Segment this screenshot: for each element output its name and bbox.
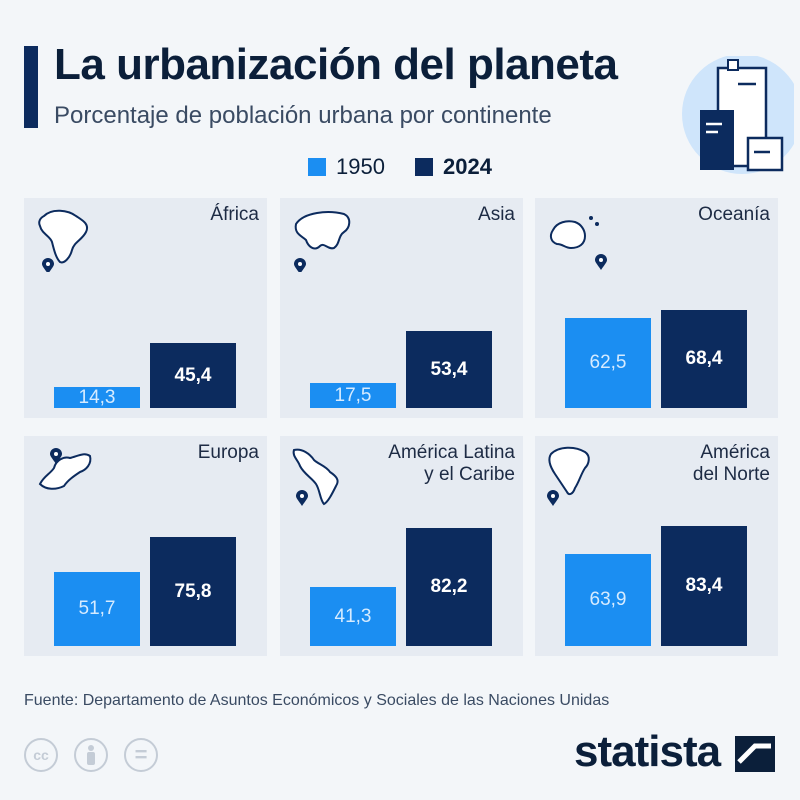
bar-2024: 83,4: [661, 526, 747, 646]
panel-label: Asia: [478, 204, 515, 225]
chart-panel: África 14,3 45,4: [24, 198, 267, 418]
data-label-1950: 14,3: [78, 386, 116, 408]
chart-panel: América Latina y el Caribe 41,3 82,2: [280, 436, 523, 656]
data-label-2024: 75,8: [174, 580, 212, 602]
europe-map-icon: [38, 448, 92, 490]
bar-1950: 63,9: [565, 554, 651, 646]
bar-2024: 82,2: [406, 528, 492, 646]
page-title: La urbanización del planeta: [54, 40, 618, 89]
panel-label: Oceanía: [698, 204, 770, 225]
data-label-1950: 51,7: [78, 598, 116, 619]
bar-1950: 41,3: [310, 587, 396, 646]
data-label-2024: 68,4: [685, 348, 723, 369]
attribution-icon[interactable]: [74, 738, 108, 772]
data-label-2024: 45,4: [174, 364, 212, 386]
bar-2024: 53,4: [406, 331, 492, 408]
creative-commons-icon[interactable]: cc: [24, 738, 58, 772]
data-label-2024: 83,4: [685, 575, 723, 596]
north-america-map-icon: [547, 446, 590, 506]
chart-legend: 1950 2024: [0, 154, 800, 180]
title-accent-bar: [24, 46, 38, 128]
statista-logo-mark: [735, 736, 775, 772]
bar-2024: 45,4: [150, 343, 236, 408]
africa-map-icon: [38, 209, 88, 272]
legend-swatch-1950: [308, 158, 327, 176]
data-label-2024: 53,4: [430, 358, 468, 380]
chart-panel: Asia 17,5 53,4: [280, 198, 523, 418]
data-label-1950: 41,3: [334, 605, 372, 627]
legend-label-1950: 1950: [336, 154, 385, 179]
chart-panel: América del Norte 63,9 83,4: [535, 436, 778, 656]
legend-item-2024: 2024: [415, 154, 492, 180]
data-label-1950: 62,5: [589, 352, 627, 373]
oceania-map-icon: [549, 216, 607, 270]
chart-panel: Europa 51,7 75,8: [24, 436, 267, 656]
bar-2024: 75,8: [150, 537, 236, 646]
statista-logo[interactable]: statista: [574, 727, 721, 776]
buildings-icon: [682, 56, 794, 174]
latin-america-map-icon: [292, 448, 339, 506]
bar-1950: 14,3: [54, 387, 140, 408]
data-label-2024: 82,2: [430, 576, 468, 597]
data-label-1950: 17,5: [334, 384, 372, 406]
bar-1950: 17,5: [310, 383, 396, 408]
chart-panel: Oceanía 62,5 68,4: [535, 198, 778, 418]
panel-label: África: [210, 204, 259, 225]
bar-1950: 51,7: [54, 572, 140, 646]
bar-1950: 62,5: [565, 318, 651, 408]
page-subtitle: Porcentaje de población urbana por conti…: [54, 102, 552, 129]
source-note: Fuente: Departamento de Asuntos Económic…: [24, 692, 610, 709]
legend-item-1950: 1950: [308, 154, 385, 180]
no-derivatives-icon[interactable]: =: [124, 738, 158, 772]
panel-label: América del Norte: [692, 442, 770, 485]
legend-swatch-2024: [415, 158, 433, 176]
data-label-1950: 63,9: [589, 589, 627, 610]
asia-map-icon: [294, 211, 351, 272]
bar-2024: 68,4: [661, 310, 747, 408]
panel-label: América Latina y el Caribe: [388, 442, 515, 485]
panel-label: Europa: [197, 442, 259, 463]
legend-label-2024: 2024: [443, 154, 492, 179]
